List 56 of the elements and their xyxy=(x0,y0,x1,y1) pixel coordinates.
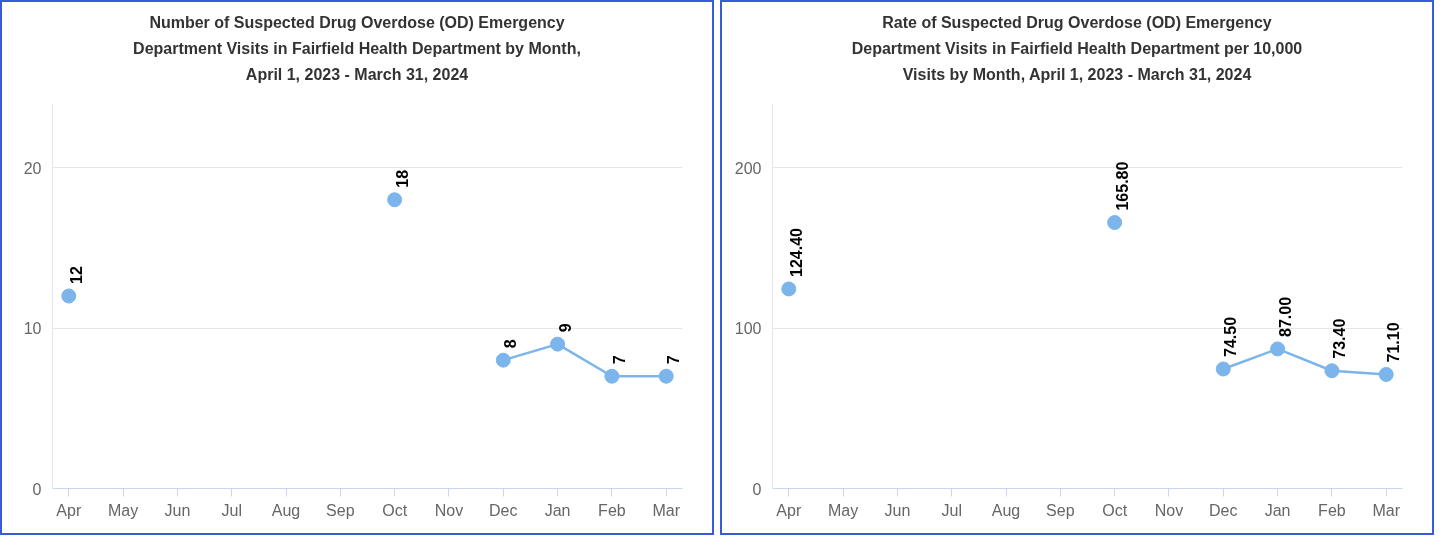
x-tick-label: Sep xyxy=(1046,501,1075,519)
x-tick-label: Feb xyxy=(598,501,626,519)
y-tick-label: 200 xyxy=(734,159,762,177)
point xyxy=(550,336,566,352)
x-tick-label: Oct xyxy=(382,501,408,519)
text: 73.40 xyxy=(1330,318,1348,359)
x-tick-label: Aug xyxy=(271,501,301,519)
text: 165.80 xyxy=(1113,161,1131,211)
y-tick-label: 0 xyxy=(752,480,762,498)
point xyxy=(781,281,797,297)
x-tick-label: Aug xyxy=(991,501,1021,519)
data-label: 7 xyxy=(665,355,683,365)
x-tick-label: May xyxy=(107,501,139,519)
x-tick-label: May xyxy=(827,501,859,519)
x-tick-label: Nov xyxy=(1154,501,1184,519)
point xyxy=(1324,363,1340,379)
y-tick-label: 20 xyxy=(23,159,42,177)
x-tick-label: Feb xyxy=(1318,501,1346,519)
text: 124.40 xyxy=(787,228,805,277)
x-tick-label: Mar xyxy=(1372,501,1401,519)
point xyxy=(658,368,674,384)
chart-title: Rate of Suspected Drug Overdose (OD) Emergency Department Visits in Fairfield Health Department per 10,000 Visits by Month, April 1, 2023 - March 31, 2024 xyxy=(851,13,1303,85)
x-tick-label: Oct xyxy=(1102,501,1128,519)
x-tick-label: Nov xyxy=(434,501,464,519)
x-tick-label: Jun xyxy=(884,501,911,519)
data-label: 8 xyxy=(502,339,520,349)
data-label: 7 xyxy=(610,355,628,365)
point xyxy=(1378,366,1394,382)
x-tick-label: Jan xyxy=(544,501,571,519)
x-tick-label: Sep xyxy=(326,501,355,519)
point xyxy=(1107,215,1123,231)
x-tick-label: Mar xyxy=(652,501,681,519)
chart-title: Number of Suspected Drug Overdose (OD) Emergency Department Visits in Fairfield Health Department by Month, April 1, 2023 - March 31, 2024 xyxy=(133,13,581,85)
point xyxy=(604,368,620,384)
x-tick-label: Dec xyxy=(1209,501,1238,519)
text: 87.00 xyxy=(1276,296,1294,337)
data-label: 12 xyxy=(67,266,85,284)
y-tick-label: 0 xyxy=(32,480,42,498)
x-tick-label: Dec xyxy=(489,501,518,519)
x-tick-label: Jun xyxy=(164,501,191,519)
y-tick-label: 100 xyxy=(734,320,762,338)
x-tick-label: Apr xyxy=(776,501,802,519)
point xyxy=(61,288,77,304)
point xyxy=(387,192,403,208)
text: 71.10 xyxy=(1385,322,1403,363)
y-tick-label: 10 xyxy=(23,320,42,338)
data-label: 9 xyxy=(556,323,574,333)
x-tick-label: Apr xyxy=(56,501,82,519)
x-tick-label: Jan xyxy=(1264,501,1291,519)
point xyxy=(1215,361,1231,377)
point xyxy=(1270,341,1286,357)
x-tick-label: Jul xyxy=(221,501,242,519)
x-tick-label: Jul xyxy=(941,501,962,519)
point xyxy=(495,352,511,368)
data-label: 18 xyxy=(393,169,411,188)
text: 74.50 xyxy=(1222,316,1240,357)
